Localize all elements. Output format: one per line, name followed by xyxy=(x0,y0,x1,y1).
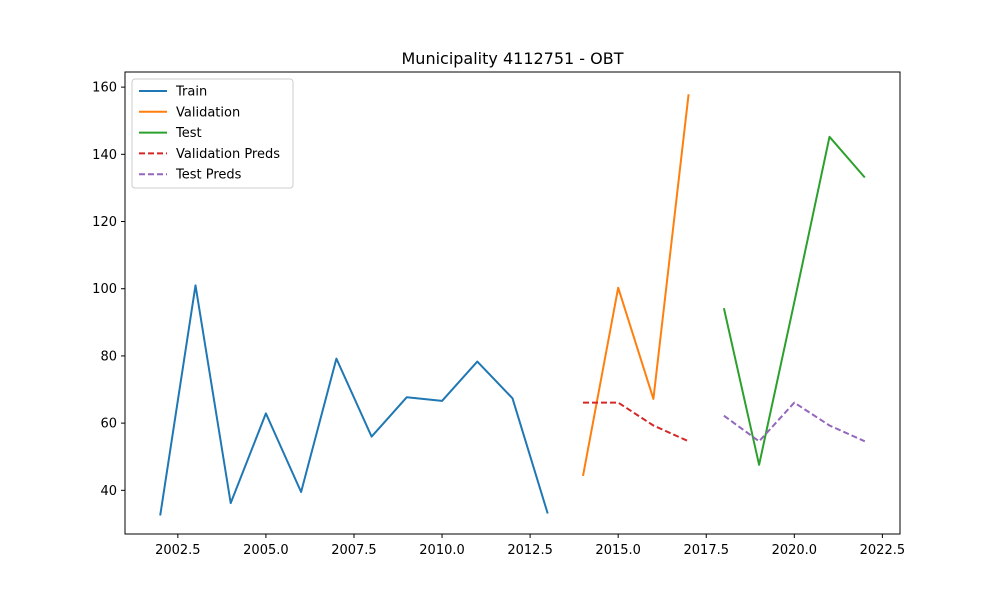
series-layer xyxy=(159,94,866,516)
y-axis: 40 60 80 100 120 140 160 xyxy=(92,81,125,499)
x-tick-label: 2010.0 xyxy=(419,543,465,558)
y-tick-label: 120 xyxy=(92,215,117,230)
series-line-1 xyxy=(582,94,690,477)
y-tick-label: 40 xyxy=(100,484,117,499)
plot-area xyxy=(124,71,901,535)
x-tick-label: 2002.5 xyxy=(155,543,201,558)
y-tick-label: 80 xyxy=(100,349,117,364)
x-tick-label: 2022.5 xyxy=(860,543,906,558)
series-line-3 xyxy=(583,401,690,443)
x-tick-label: 2007.5 xyxy=(331,543,377,558)
series-line-4 xyxy=(723,401,866,443)
legend-label: Test xyxy=(175,126,202,141)
legend: Train Validation Test Validation Preds Test … xyxy=(131,78,294,189)
legend-label: Validation Preds xyxy=(176,147,280,162)
x-tick-label: 2012.5 xyxy=(507,543,553,558)
y-tick-label: 160 xyxy=(92,81,117,96)
x-tick-label: 2017.5 xyxy=(684,543,730,558)
series-line-2 xyxy=(722,135,866,466)
legend-label: Validation xyxy=(176,105,240,120)
y-tick-label: 100 xyxy=(92,282,117,297)
legend-box xyxy=(131,78,294,189)
series-line-0 xyxy=(159,284,549,516)
x-tick-label: 2020.0 xyxy=(772,543,818,558)
x-axis: 2002.5 2005.0 2007.5 2010.0 2012.5 2015.0 2017… xyxy=(155,534,905,558)
x-tick-label: 2005.0 xyxy=(243,543,289,558)
chart-title: Municipality 4112751 - OBT xyxy=(402,49,624,68)
x-tick-label: 2015.0 xyxy=(595,543,641,558)
y-tick-label: 60 xyxy=(100,417,117,432)
legend-label: Test Preds xyxy=(175,168,242,183)
y-tick-label: 140 xyxy=(92,148,117,163)
legend-label: Train xyxy=(175,85,207,100)
